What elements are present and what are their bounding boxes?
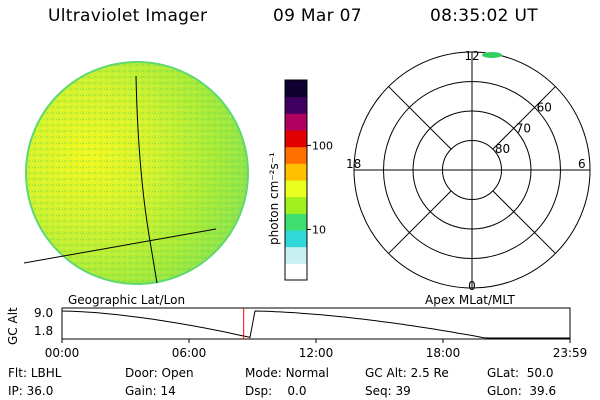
gain-label: Gain: bbox=[125, 384, 157, 398]
seq-info: Seq: 39 bbox=[365, 384, 411, 398]
colorbar-cell bbox=[285, 246, 307, 264]
mlt-label-18: 18 bbox=[346, 157, 361, 171]
ip-label: IP: bbox=[8, 384, 23, 398]
colorbar-cell bbox=[285, 163, 307, 181]
latitude-line bbox=[23, 228, 217, 264]
polar-spoke-diagonal bbox=[492, 190, 556, 254]
time-tick-1200: 12:00 bbox=[298, 346, 334, 360]
lat-label-80: 80 bbox=[495, 142, 510, 156]
time-tick-2359: 23:59 bbox=[552, 346, 588, 360]
mlt-label-0: 0 bbox=[468, 279, 476, 293]
colorbar: 100 10 bbox=[284, 79, 333, 281]
mode-info: Mode: Normal bbox=[245, 366, 329, 380]
dsp-value: 0.0 bbox=[287, 384, 307, 398]
seq-label: Seq: bbox=[365, 384, 392, 398]
dsp-info: Dsp: 0.0 bbox=[245, 384, 307, 398]
ip-info: IP: 36.0 bbox=[8, 384, 53, 398]
colorbar-unit-label: photon cm⁻²s⁻¹ bbox=[267, 152, 281, 245]
colorbar-cell bbox=[285, 80, 307, 98]
colorbar-cell bbox=[285, 213, 307, 231]
altitude-curve bbox=[61, 310, 570, 339]
glon-value: 39.6 bbox=[529, 384, 557, 398]
colorbar-cell bbox=[285, 130, 307, 148]
colorbar-tick-label: 100 bbox=[312, 139, 333, 152]
gain-value: 14 bbox=[160, 384, 176, 398]
meridian-line bbox=[135, 75, 158, 284]
colorbar-cell bbox=[285, 96, 307, 114]
glat-value: 50.0 bbox=[526, 366, 554, 380]
gain-info: Gain: 14 bbox=[125, 384, 176, 398]
gc-alt-value: 2.5 Re bbox=[410, 366, 449, 380]
apex-label: Apex MLat/MLT bbox=[425, 293, 515, 307]
colorbar-cell bbox=[285, 263, 307, 281]
glon-label: GLon: bbox=[487, 384, 522, 398]
time-tick-0000: 00:00 bbox=[44, 346, 80, 360]
mlt-label-12: 12 bbox=[464, 49, 479, 63]
lat-label-60: 60 bbox=[537, 100, 552, 114]
uv-earth-image bbox=[23, 61, 249, 285]
colorbar-cell bbox=[285, 180, 307, 198]
observation-date: 09 Mar 07 bbox=[273, 6, 362, 26]
colorbar-cell bbox=[285, 113, 307, 131]
glat-label: GLat: bbox=[487, 366, 520, 380]
filter-label: Flt: bbox=[8, 366, 27, 380]
door-label: Door: bbox=[125, 366, 158, 380]
colorbar-cell bbox=[285, 230, 307, 248]
observation-time: 08:35:02 UT bbox=[430, 6, 538, 26]
filter-info: Flt: LBHL bbox=[8, 366, 61, 380]
polar-spoke-diagonal bbox=[492, 86, 556, 150]
glon-info: GLon: 39.6 bbox=[487, 384, 556, 398]
colorbar-tick-label: 10 bbox=[312, 223, 326, 236]
colorbar-cell bbox=[285, 146, 307, 164]
gc-alt-label: GC Alt: bbox=[365, 366, 407, 380]
mode-value: Normal bbox=[285, 366, 329, 380]
instrument-title: Ultraviolet Imager bbox=[48, 6, 208, 26]
polar-spoke-diagonal bbox=[388, 86, 452, 150]
gc-alt-info: GC Alt: 2.5 Re bbox=[365, 366, 449, 380]
seq-value: 39 bbox=[395, 384, 411, 398]
door-info: Door: Open bbox=[125, 366, 194, 380]
glat-info: GLat: 50.0 bbox=[487, 366, 553, 380]
alt-max-label: 9.0 bbox=[34, 306, 54, 320]
alt-min-label: 1.8 bbox=[34, 324, 54, 338]
filter-value: LBHL bbox=[30, 366, 62, 380]
altitude-plot bbox=[61, 307, 571, 343]
lat-label-70: 70 bbox=[516, 121, 531, 135]
polar-spoke-diagonal bbox=[388, 190, 452, 254]
dsp-label: Dsp: bbox=[245, 384, 273, 398]
ip-value: 36.0 bbox=[26, 384, 54, 398]
geographic-label: Geographic Lat/Lon bbox=[68, 293, 186, 307]
door-value: Open bbox=[161, 366, 194, 380]
mode-label: Mode: bbox=[245, 366, 282, 380]
colorbar-cell bbox=[285, 196, 307, 214]
time-tick-1800: 18:00 bbox=[425, 346, 461, 360]
time-tick-0600: 06:00 bbox=[171, 346, 207, 360]
polar-mlat-mlt-plot: 12 18 6 0 60 70 80 bbox=[346, 49, 591, 293]
auroral-feature bbox=[482, 52, 502, 58]
mlt-label-6: 6 bbox=[578, 157, 586, 171]
